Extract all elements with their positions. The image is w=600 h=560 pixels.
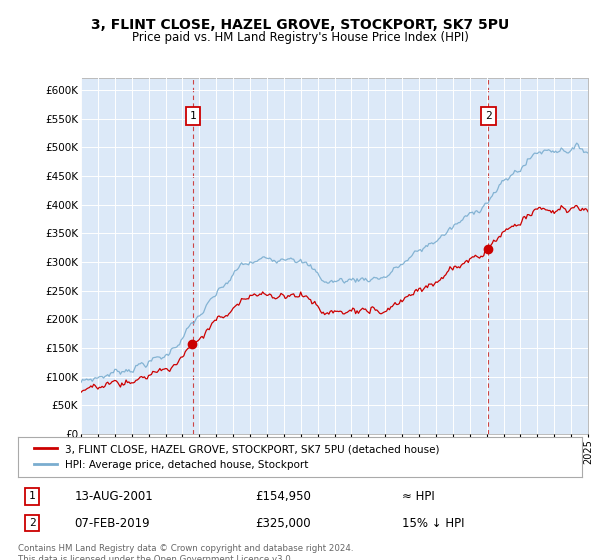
Text: £325,000: £325,000	[255, 516, 311, 530]
Text: 2: 2	[485, 111, 491, 121]
Text: ≈ HPI: ≈ HPI	[401, 490, 434, 503]
Text: Contains HM Land Registry data © Crown copyright and database right 2024.
This d: Contains HM Land Registry data © Crown c…	[18, 544, 353, 560]
Text: £154,950: £154,950	[255, 490, 311, 503]
Text: 1: 1	[190, 111, 196, 121]
Text: Price paid vs. HM Land Registry's House Price Index (HPI): Price paid vs. HM Land Registry's House …	[131, 31, 469, 44]
Legend: 3, FLINT CLOSE, HAZEL GROVE, STOCKPORT, SK7 5PU (detached house), HPI: Average p: 3, FLINT CLOSE, HAZEL GROVE, STOCKPORT, …	[29, 438, 445, 475]
Text: 3, FLINT CLOSE, HAZEL GROVE, STOCKPORT, SK7 5PU: 3, FLINT CLOSE, HAZEL GROVE, STOCKPORT, …	[91, 18, 509, 32]
Text: 13-AUG-2001: 13-AUG-2001	[74, 490, 153, 503]
Text: 2: 2	[29, 518, 35, 528]
Text: 1: 1	[29, 492, 35, 502]
Text: 15% ↓ HPI: 15% ↓ HPI	[401, 516, 464, 530]
Text: 07-FEB-2019: 07-FEB-2019	[74, 516, 150, 530]
